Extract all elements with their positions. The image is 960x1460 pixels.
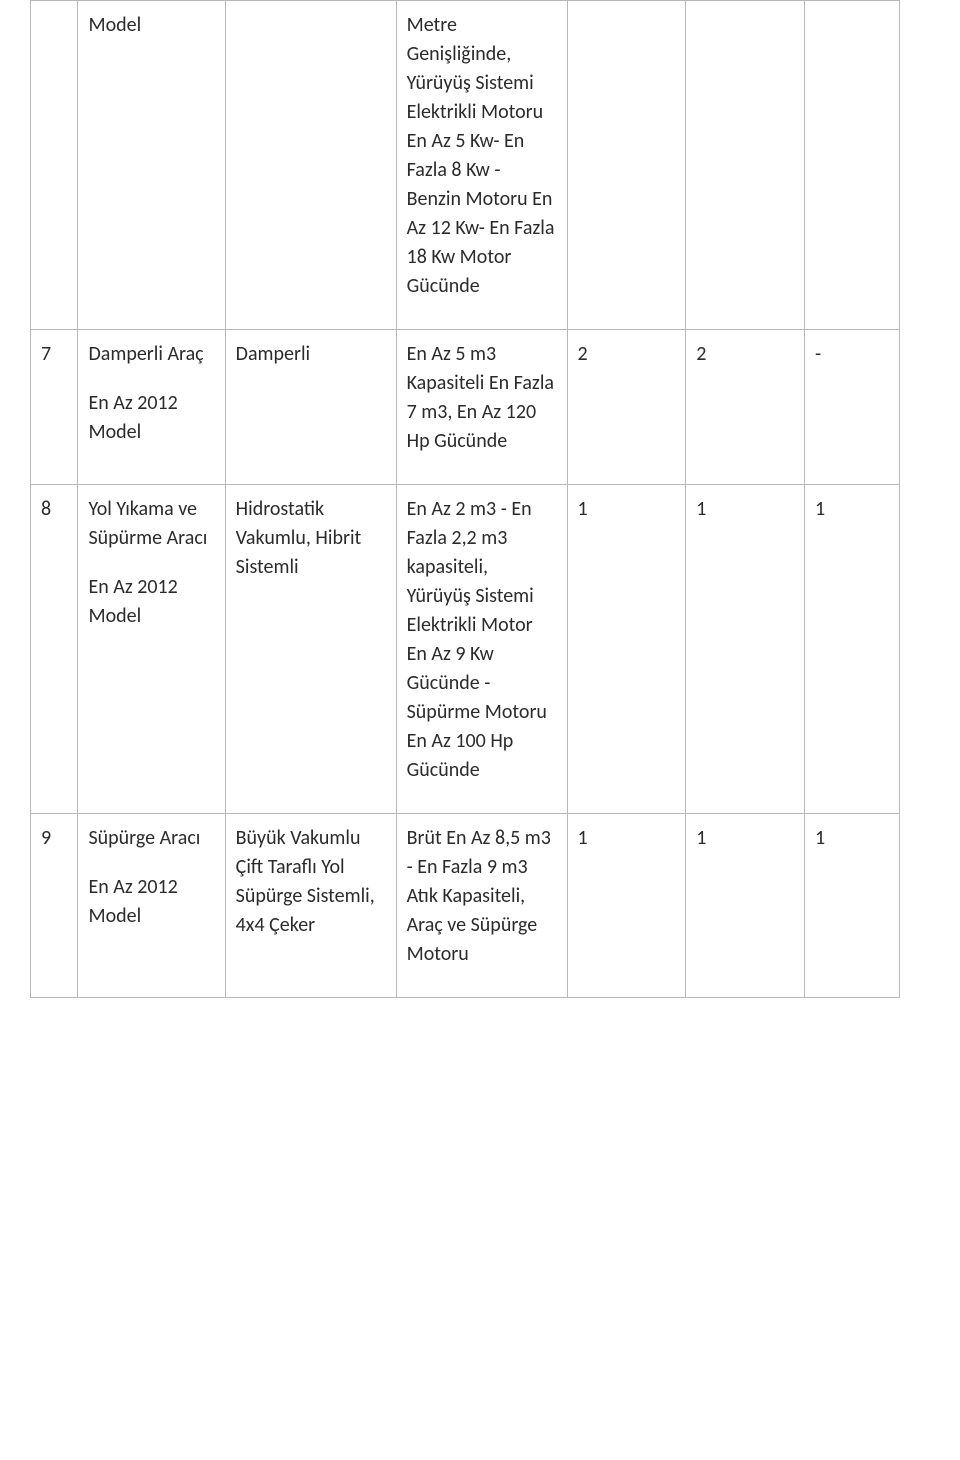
cell-name: Model [78,1,225,330]
cell-index: 7 [31,330,78,485]
cell-qty3 [804,1,899,330]
cell-name-line1: Süpürge Aracı [88,824,214,853]
cell-name-line2: En Az 2012 Model [88,389,214,447]
cell-qty1: 1 [567,485,686,814]
cell-type: Büyük Vakumlu Çift Taraflı Yol Süpürge S… [225,814,396,998]
cell-name-line1: Damperli Araç [88,340,214,369]
cell-type: Damperli [225,330,396,485]
cell-qty2 [686,1,805,330]
cell-name: Süpürge Aracı En Az 2012 Model [78,814,225,998]
cell-qty3: 1 [804,485,899,814]
cell-qty2: 1 [686,814,805,998]
cell-type: Hidrostatik Vakumlu, Hibrit Sistemli [225,485,396,814]
cell-spec: En Az 2 m3 - En Fazla 2,2 m3 kapasiteli,… [396,485,567,814]
cell-spec: Metre Genişliğinde, Yürüyüş Sistemi Elek… [396,1,567,330]
vehicle-spec-table: Model Metre Genişliğinde, Yürüyüş Sistem… [30,0,900,998]
table-row: 8 Yol Yıkama ve Süpürme Aracı En Az 2012… [31,485,900,814]
cell-spec: Brüt En Az 8,5 m3 - En Fazla 9 m3 Atık K… [396,814,567,998]
cell-qty2: 2 [686,330,805,485]
cell-qty1 [567,1,686,330]
cell-index: 9 [31,814,78,998]
page-container: Model Metre Genişliğinde, Yürüyüş Sistem… [0,0,960,1028]
cell-name-line2: En Az 2012 Model [88,573,214,631]
cell-name-line1: Yol Yıkama ve Süpürme Aracı [88,495,214,553]
cell-index [31,1,78,330]
table-row: Model Metre Genişliğinde, Yürüyüş Sistem… [31,1,900,330]
cell-qty2: 1 [686,485,805,814]
cell-spec: En Az 5 m3 Kapasiteli En Fazla 7 m3, En … [396,330,567,485]
cell-name: Damperli Araç En Az 2012 Model [78,330,225,485]
cell-index: 8 [31,485,78,814]
cell-type [225,1,396,330]
table-row: 9 Süpürge Aracı En Az 2012 Model Büyük V… [31,814,900,998]
cell-name-line2: En Az 2012 Model [88,873,214,931]
cell-name-line2: Model [88,11,214,40]
cell-qty1: 2 [567,330,686,485]
cell-qty1: 1 [567,814,686,998]
cell-name: Yol Yıkama ve Süpürme Aracı En Az 2012 M… [78,485,225,814]
table-row: 7 Damperli Araç En Az 2012 Model Damperl… [31,330,900,485]
cell-qty3: - [804,330,899,485]
cell-qty3: 1 [804,814,899,998]
